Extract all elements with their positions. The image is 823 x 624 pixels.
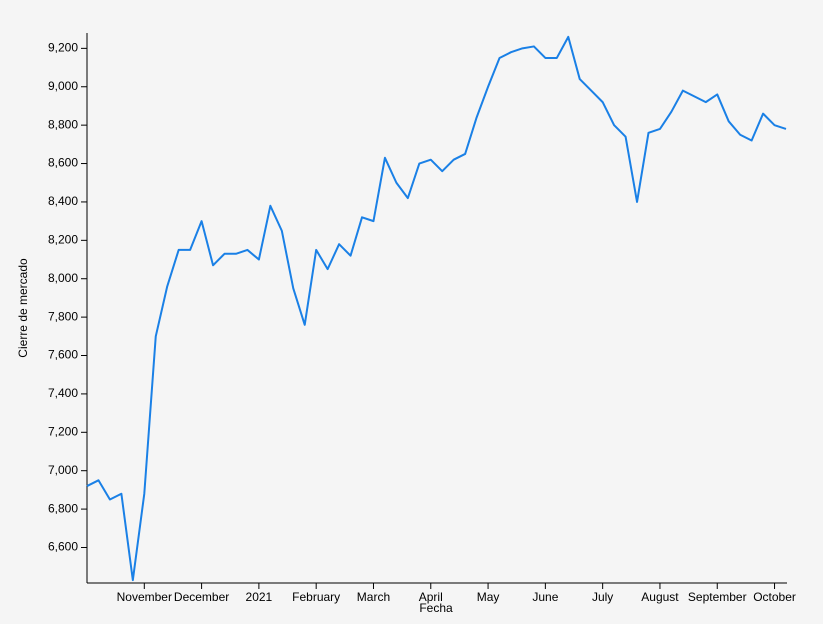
y-tick-label: 9,200: [48, 41, 78, 55]
x-tick-label: June: [532, 590, 558, 604]
x-tick-label: December: [174, 590, 229, 604]
y-tick-label: 8,800: [48, 117, 78, 131]
x-tick-label: April: [419, 590, 443, 604]
line: [86, 35, 787, 582]
y-tick-label: 6,600: [48, 540, 78, 554]
y-tick-label: 7,200: [48, 424, 78, 438]
x-tick-label: November: [117, 590, 172, 604]
y-tick-label: 7,000: [48, 463, 78, 477]
x-tick-label: May: [477, 590, 500, 604]
x-tick-label: August: [641, 590, 679, 604]
y-tick-label: 8,400: [48, 194, 78, 208]
y-tick-label: 6,800: [48, 501, 78, 515]
x-axis-title: Fecha: [419, 601, 453, 615]
y-axis-title: Cierre de mercado: [16, 258, 30, 358]
y-tick-label: 8,000: [48, 271, 78, 285]
y-tick-label: 8,200: [48, 233, 78, 247]
y-tick-label: 8,600: [48, 156, 78, 170]
y-tick-label: 7,600: [48, 348, 78, 362]
y-tick-label: 9,000: [48, 79, 78, 93]
y-tick-label: 7,800: [48, 309, 78, 323]
x-tick-label: July: [592, 590, 613, 604]
x-tick-label: 2021: [246, 590, 273, 604]
x-tick-label: February: [292, 590, 340, 604]
y-tick-label: 7,400: [48, 386, 78, 400]
x-tick-label: September: [688, 590, 747, 604]
x-tick-label: October: [753, 590, 796, 604]
x-tick-label: March: [357, 590, 390, 604]
